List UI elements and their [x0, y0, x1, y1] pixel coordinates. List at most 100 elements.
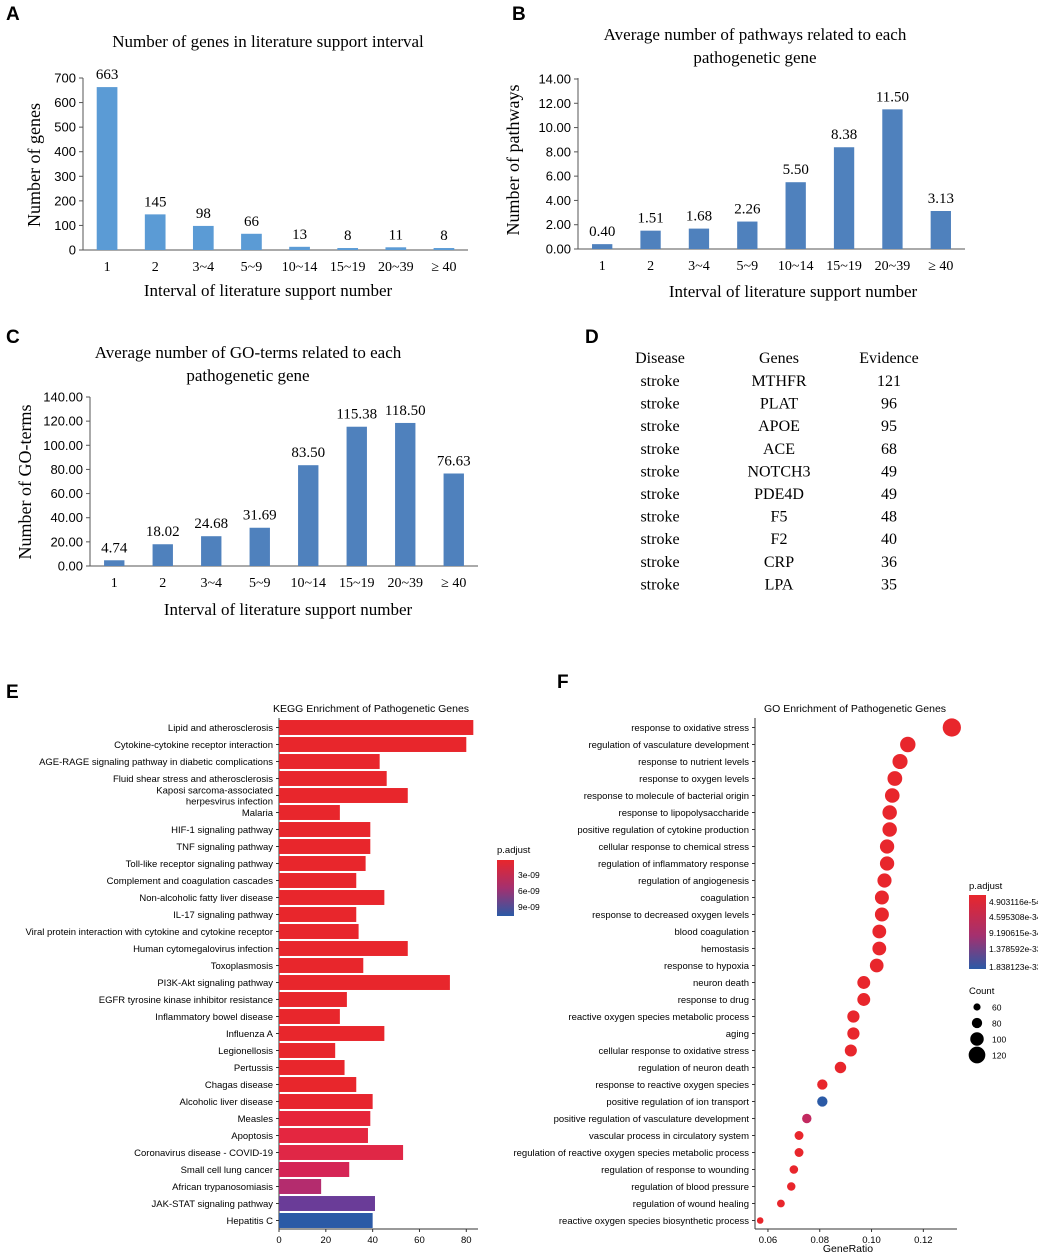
- chart-f-point: [844, 1044, 857, 1057]
- chart-e-bar: [279, 975, 450, 990]
- chart-e-category-label: herpesvirus infection: [186, 797, 273, 808]
- chart-a-ytick-label: 0: [69, 243, 76, 258]
- chart-e-bar: [279, 805, 340, 820]
- chart-c-ytick-label: 0.00: [58, 559, 83, 574]
- chart-a-bar: [96, 87, 118, 250]
- chart-f-xtick-label: 0.08: [810, 1235, 829, 1246]
- chart-a-bar: [289, 246, 310, 250]
- chart-b-xtick-label: ≥ 40: [928, 259, 953, 274]
- table-cell: stroke: [640, 486, 679, 503]
- chart-e-bar: [279, 907, 357, 922]
- chart-c-ylabel: Number of GO-terms: [15, 405, 35, 560]
- chart-f-category-label: response to drug: [678, 995, 749, 1006]
- chart-e-bar: [279, 822, 371, 837]
- chart-b-ytick-label: 8.00: [546, 144, 571, 159]
- chart-b-data-label: 0.40: [589, 224, 615, 240]
- chart-f-point: [892, 753, 908, 770]
- chart-b-data-label: 1.68: [686, 209, 712, 225]
- panel-label-c: C: [6, 327, 20, 348]
- chart-a-title: Number of genes in literature support in…: [112, 32, 424, 51]
- chart-f-category-label: regulation of wound healing: [633, 1199, 749, 1210]
- table-cell: 121: [877, 373, 901, 390]
- table-cell: PDE4D: [754, 486, 804, 503]
- chart-e-category-label: Measles: [238, 1114, 274, 1125]
- chart-e-bar: [279, 1128, 368, 1143]
- chart-b-xtick-label: 3~4: [688, 259, 710, 274]
- chart-f-category-label: regulation of angiogenesis: [638, 876, 749, 887]
- chart-e-legend-colorbar: [497, 860, 514, 916]
- chart-f-category-label: reactive oxygen species biosynthetic pro…: [559, 1216, 749, 1227]
- chart-f-point: [872, 941, 887, 956]
- chart-f-size-legend-dot: [971, 1017, 983, 1029]
- chart-c-xtick-label: 5~9: [249, 576, 271, 591]
- table-cell: 96: [881, 396, 897, 413]
- chart-a-xlabel: Interval of literature support number: [144, 281, 393, 300]
- chart-c-data-label: 76.63: [437, 453, 471, 469]
- chart-b-title-line-1: Average number of pathways related to ea…: [604, 25, 907, 44]
- chart-e-legend-label-3: 9e-09: [518, 902, 540, 912]
- chart-c-ytick-label: 140.00: [43, 390, 83, 405]
- chart-f-point: [869, 958, 884, 973]
- chart-c-ytick-label: 100.00: [43, 438, 83, 453]
- table-cell: stroke: [640, 463, 679, 480]
- chart-e-category-label: PI3K-Akt signaling pathway: [157, 978, 273, 989]
- chart-b-ylabel: Number of pathways: [503, 85, 523, 236]
- chart-e-xtick-label: 40: [367, 1235, 378, 1246]
- table-header-cell: Evidence: [859, 350, 919, 367]
- chart-c-bar: [104, 560, 125, 566]
- chart-f-color-legend-label-3: 9.190615e-34: [989, 928, 1038, 938]
- chart-f-category-label: response to molecule of bacterial origin: [584, 791, 749, 802]
- chart-c-data-label: 31.69: [243, 508, 277, 524]
- chart-e-bar: [279, 737, 467, 752]
- chart-e-bar: [279, 958, 364, 973]
- chart-e-legend-label-1: 3e-09: [518, 870, 540, 880]
- chart-e-xtick-label: 80: [461, 1235, 472, 1246]
- chart-f-size-legend-dot: [973, 1003, 981, 1011]
- chart-c-xlabel: Interval of literature support number: [164, 600, 413, 619]
- chart-f-point: [872, 924, 887, 939]
- chart-f-size-legend-label: 100: [992, 1035, 1006, 1045]
- table-cell: 95: [881, 418, 897, 435]
- chart-f-category-label: coagulation: [700, 893, 749, 904]
- chart-f-title: GO Enrichment of Pathogenetic Genes: [764, 703, 946, 715]
- chart-a-data-label: 98: [196, 206, 211, 222]
- chart-e-category-label: Viral protein interaction with cytokine …: [26, 927, 273, 938]
- chart-b-data-label: 2.26: [734, 202, 761, 218]
- chart-e-category-label: Legionellosis: [218, 1046, 273, 1057]
- chart-a-xtick-label: ≥ 40: [431, 260, 456, 275]
- chart-f-category-label: reactive oxygen species metabolic proces…: [568, 1012, 749, 1023]
- chart-b-data-label: 3.13: [928, 191, 954, 207]
- chart-f-point: [877, 873, 892, 888]
- chart-a-data-label: 8: [440, 228, 448, 244]
- chart-c-bar: [395, 422, 416, 566]
- chart-b-xtick-label: 1: [599, 259, 606, 274]
- chart-a-ytick-label: 700: [54, 71, 76, 86]
- chart-a-data-label: 663: [96, 67, 119, 83]
- chart-e-category-label: TNF signaling pathway: [176, 842, 273, 853]
- chart-c: Average number of GO-terms related to ea…: [15, 343, 478, 619]
- chart-b-data-label: 1.51: [637, 211, 663, 227]
- chart-f-point: [900, 736, 916, 753]
- panel-label-f: F: [557, 672, 569, 693]
- table-cell: F2: [771, 531, 788, 548]
- chart-f-category-label: response to decreased oxygen levels: [592, 910, 749, 921]
- chart-e-category-label: Kaposi sarcoma-associated: [156, 786, 273, 797]
- chart-e-category-label: Alcoholic liver disease: [180, 1097, 273, 1108]
- chart-e-xtick-label: 0: [276, 1235, 281, 1246]
- chart-b-bar: [882, 109, 903, 249]
- table-cell: LPA: [765, 576, 794, 593]
- chart-f-point: [817, 1096, 828, 1107]
- chart-f-point: [802, 1113, 812, 1124]
- chart-c-data-label: 118.50: [385, 403, 426, 419]
- chart-e-bar: [279, 839, 371, 854]
- chart-a-ytick-label: 300: [54, 169, 76, 184]
- chart-a-data-label: 11: [389, 227, 403, 243]
- chart-e-bar: [279, 873, 357, 888]
- table-cell: stroke: [640, 418, 679, 435]
- chart-e-category-label: Human cytomegalovirus infection: [133, 944, 273, 955]
- table-cell: stroke: [640, 441, 679, 458]
- chart-c-bar: [298, 465, 319, 566]
- chart-f-category-label: cellular response to chemical stress: [599, 842, 750, 853]
- chart-c-ytick-label: 60.00: [50, 486, 83, 501]
- chart-c-bar: [443, 473, 464, 566]
